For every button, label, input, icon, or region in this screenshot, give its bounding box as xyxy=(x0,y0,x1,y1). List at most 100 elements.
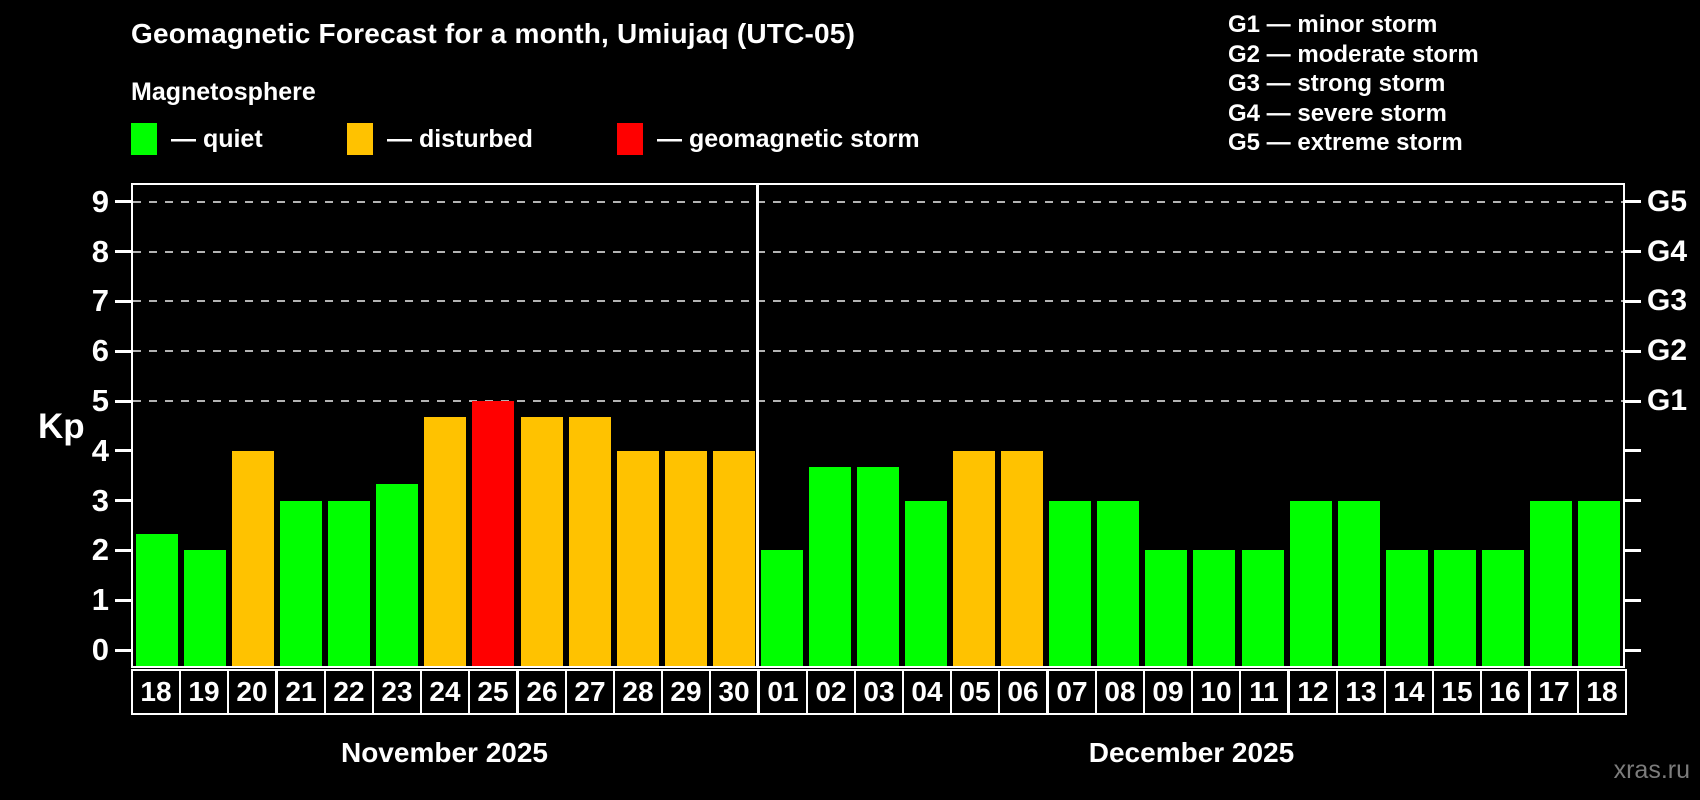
date-cell-dec-14: 14 xyxy=(1384,669,1434,715)
g1-legend-line: G1 — minor storm xyxy=(1228,11,1438,38)
kp-bar-22 xyxy=(328,501,370,666)
g-axis-label-G3: G3 xyxy=(1647,284,1688,317)
right-tick-3 xyxy=(1625,499,1641,502)
date-cell-dec-15: 15 xyxy=(1432,669,1482,715)
y-tick-label-1: 1 xyxy=(91,582,109,617)
kp-bar-01 xyxy=(761,550,803,666)
y-tick-label-6: 6 xyxy=(91,333,109,368)
kp-bar-29 xyxy=(665,451,707,666)
month-label-0: November 2025 xyxy=(340,737,548,768)
page-title: Geomagnetic Forecast for a month, Umiuja… xyxy=(131,18,856,49)
month-label-1: December 2025 xyxy=(1088,737,1295,768)
quiet-swatch-icon xyxy=(131,123,157,155)
kp-bar-09 xyxy=(1145,550,1187,666)
right-tick-0 xyxy=(1625,649,1641,652)
kp-bar-20 xyxy=(232,451,274,666)
date-cell-dec-12: 12 xyxy=(1288,669,1338,715)
date-cell-nov-26: 26 xyxy=(517,669,567,715)
left-tick-8 xyxy=(115,250,131,253)
date-cell-dec-03: 03 xyxy=(854,669,904,715)
gridline-kp-5 xyxy=(133,400,1623,402)
y-tick-label-9: 9 xyxy=(91,184,109,219)
g-axis-label-G4: G4 xyxy=(1647,235,1688,268)
date-cell-dec-10: 10 xyxy=(1191,669,1241,715)
y-tick-label-0: 0 xyxy=(91,632,109,667)
kp-bar-03 xyxy=(857,467,899,666)
date-cell-dec-06: 06 xyxy=(998,669,1048,715)
date-cell-nov-27: 27 xyxy=(565,669,615,715)
right-tick-6 xyxy=(1625,350,1641,353)
date-cell-nov-21: 21 xyxy=(276,669,326,715)
date-cell-dec-02: 02 xyxy=(806,669,856,715)
left-tick-3 xyxy=(115,499,131,502)
kp-bar-02 xyxy=(809,467,851,666)
right-tick-7 xyxy=(1625,300,1641,303)
legend-label-disturbed: — disturbed xyxy=(387,124,533,153)
g3-legend-line: G3 — strong storm xyxy=(1228,70,1446,97)
right-tick-8 xyxy=(1625,250,1641,253)
right-tick-1 xyxy=(1625,599,1641,602)
kp-bar-28 xyxy=(617,451,659,666)
kp-bar-18 xyxy=(1578,501,1620,666)
y-tick-label-2: 2 xyxy=(91,532,109,567)
right-tick-4 xyxy=(1625,449,1641,452)
left-tick-6 xyxy=(115,350,131,353)
legend-label-quiet: — quiet xyxy=(171,124,263,153)
date-cell-nov-28: 28 xyxy=(613,669,663,715)
date-cell-nov-18: 18 xyxy=(131,669,181,715)
date-cell-dec-11: 11 xyxy=(1239,669,1289,715)
right-tick-2 xyxy=(1625,549,1641,552)
y-axis-title: Kp xyxy=(38,407,85,446)
y-tick-label-4: 4 xyxy=(91,433,109,468)
kp-bar-15 xyxy=(1434,550,1476,666)
left-tick-0 xyxy=(115,649,131,652)
kp-bar-04 xyxy=(905,501,947,666)
disturbed-swatch-icon xyxy=(347,123,373,155)
kp-bar-24 xyxy=(424,417,466,666)
kp-bar-16 xyxy=(1482,550,1524,666)
left-tick-4 xyxy=(115,449,131,452)
kp-bar-25 xyxy=(472,401,514,666)
kp-bar-18 xyxy=(136,534,178,666)
gridline-kp-9 xyxy=(133,200,1623,203)
kp-bar-21 xyxy=(280,501,322,666)
date-cell-nov-25: 25 xyxy=(468,669,518,715)
date-cell-nov-19: 19 xyxy=(179,669,229,715)
storm-swatch-icon xyxy=(617,123,643,155)
date-cell-dec-05: 05 xyxy=(950,669,1000,715)
kp-bar-14 xyxy=(1386,550,1428,666)
left-tick-5 xyxy=(115,400,131,403)
month-divider xyxy=(756,185,759,666)
kp-bar-08 xyxy=(1097,501,1139,666)
legend-item-storm: — geomagnetic storm xyxy=(617,122,920,156)
date-cell-dec-09: 09 xyxy=(1143,669,1193,715)
left-tick-2 xyxy=(115,549,131,552)
date-cell-nov-23: 23 xyxy=(372,669,422,715)
gridline-kp-7 xyxy=(133,300,1623,303)
gridline-kp-8 xyxy=(133,250,1623,253)
kp-bar-12 xyxy=(1290,501,1332,666)
left-tick-1 xyxy=(115,599,131,602)
date-cell-nov-20: 20 xyxy=(227,669,277,715)
date-cell-nov-29: 29 xyxy=(661,669,711,715)
kp-bar-07 xyxy=(1049,501,1091,666)
gridline-kp-6 xyxy=(133,350,1623,353)
date-cell-dec-18: 18 xyxy=(1577,669,1627,715)
date-cell-dec-16: 16 xyxy=(1480,669,1530,715)
watermark: xras.ru xyxy=(1613,756,1690,784)
g2-legend-line: G2 — moderate storm xyxy=(1228,40,1479,68)
right-tick-9 xyxy=(1625,200,1641,203)
g-axis-label-G2: G2 xyxy=(1647,334,1688,367)
date-cell-dec-07: 07 xyxy=(1047,669,1097,715)
legend-item-quiet: — quiet xyxy=(131,122,263,156)
plot-area xyxy=(131,183,1625,668)
g-scale-legend: G1 — minor storm G2 — moderate storm G3 … xyxy=(1228,10,1479,158)
date-cell-nov-22: 22 xyxy=(324,669,374,715)
kp-bar-23 xyxy=(376,484,418,666)
y-tick-label-5: 5 xyxy=(91,383,109,418)
kp-bar-30 xyxy=(713,451,755,666)
kp-bar-05 xyxy=(953,451,995,666)
kp-bar-17 xyxy=(1530,501,1572,666)
legend-item-disturbed: — disturbed xyxy=(347,122,533,156)
